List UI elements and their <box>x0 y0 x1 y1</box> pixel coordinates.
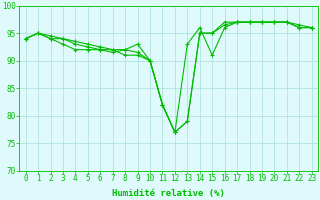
X-axis label: Humidité relative (%): Humidité relative (%) <box>112 189 225 198</box>
